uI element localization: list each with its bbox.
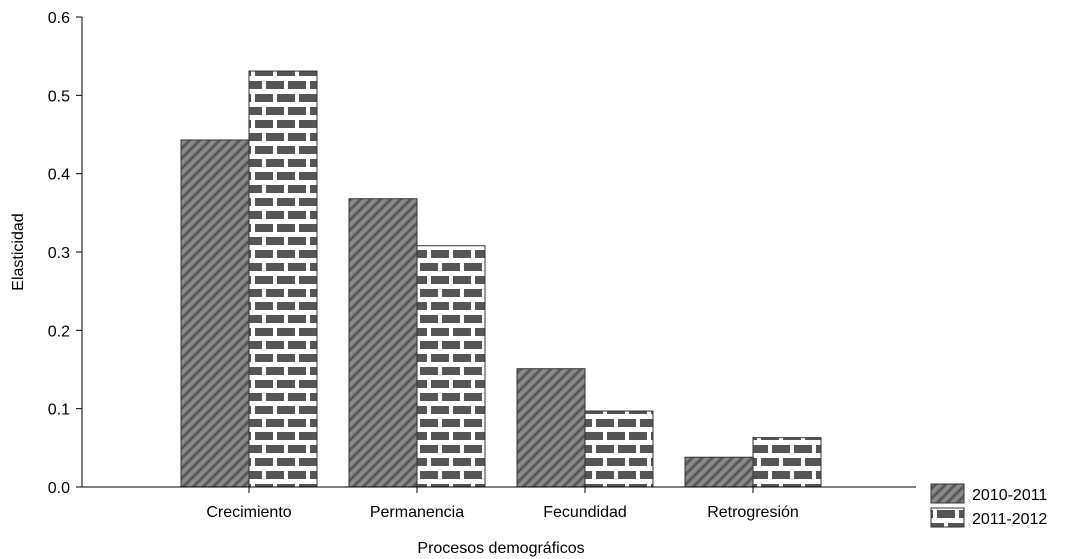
- bar-series1: [516, 368, 586, 488]
- y-tick-label: 0.1: [48, 402, 70, 419]
- bar-series1: [348, 198, 418, 488]
- x-tick-label: Fecundidad: [543, 504, 627, 521]
- bar-series2: [584, 410, 654, 488]
- x-tick-label: Crecimiento: [206, 504, 291, 521]
- plot-area: [180, 70, 822, 488]
- legend-item: 2011-2012: [930, 507, 1047, 528]
- x-axis-title: Procesos demográficos: [417, 540, 584, 557]
- y-tick-label: 0.6: [48, 10, 70, 27]
- legend-item: 2010-2011: [930, 483, 1047, 504]
- bar-series2: [416, 245, 486, 488]
- bar-series1: [180, 139, 250, 488]
- y-axis: 0.0 0.1 0.2 0.3 0.4 0.5 0.6: [48, 10, 83, 497]
- y-tick-label: 0.3: [48, 245, 70, 262]
- bar-series2: [752, 437, 822, 488]
- x-tick-label: Retrogresión: [707, 504, 799, 521]
- bar-series2: [248, 70, 318, 488]
- legend-swatch: [930, 483, 965, 504]
- legend-swatch: [930, 507, 965, 528]
- y-tick-label: 0.4: [48, 167, 70, 184]
- y-tick-label: 0.5: [48, 88, 70, 105]
- legend: 2010-2011 2011-2012: [930, 483, 1047, 528]
- legend-label: 2011-2012: [972, 511, 1047, 528]
- x-axis: Crecimiento Permanencia Fecundidad Retrogre…: [82, 486, 916, 521]
- legend-label: 2010-2011: [972, 487, 1047, 504]
- y-tick-label: 0.0: [48, 480, 70, 497]
- bar-series1: [684, 456, 754, 488]
- y-axis-title: Elasticidad: [10, 213, 27, 290]
- x-tick-label: Permanencia: [370, 504, 464, 521]
- y-tick-label: 0.2: [48, 323, 70, 340]
